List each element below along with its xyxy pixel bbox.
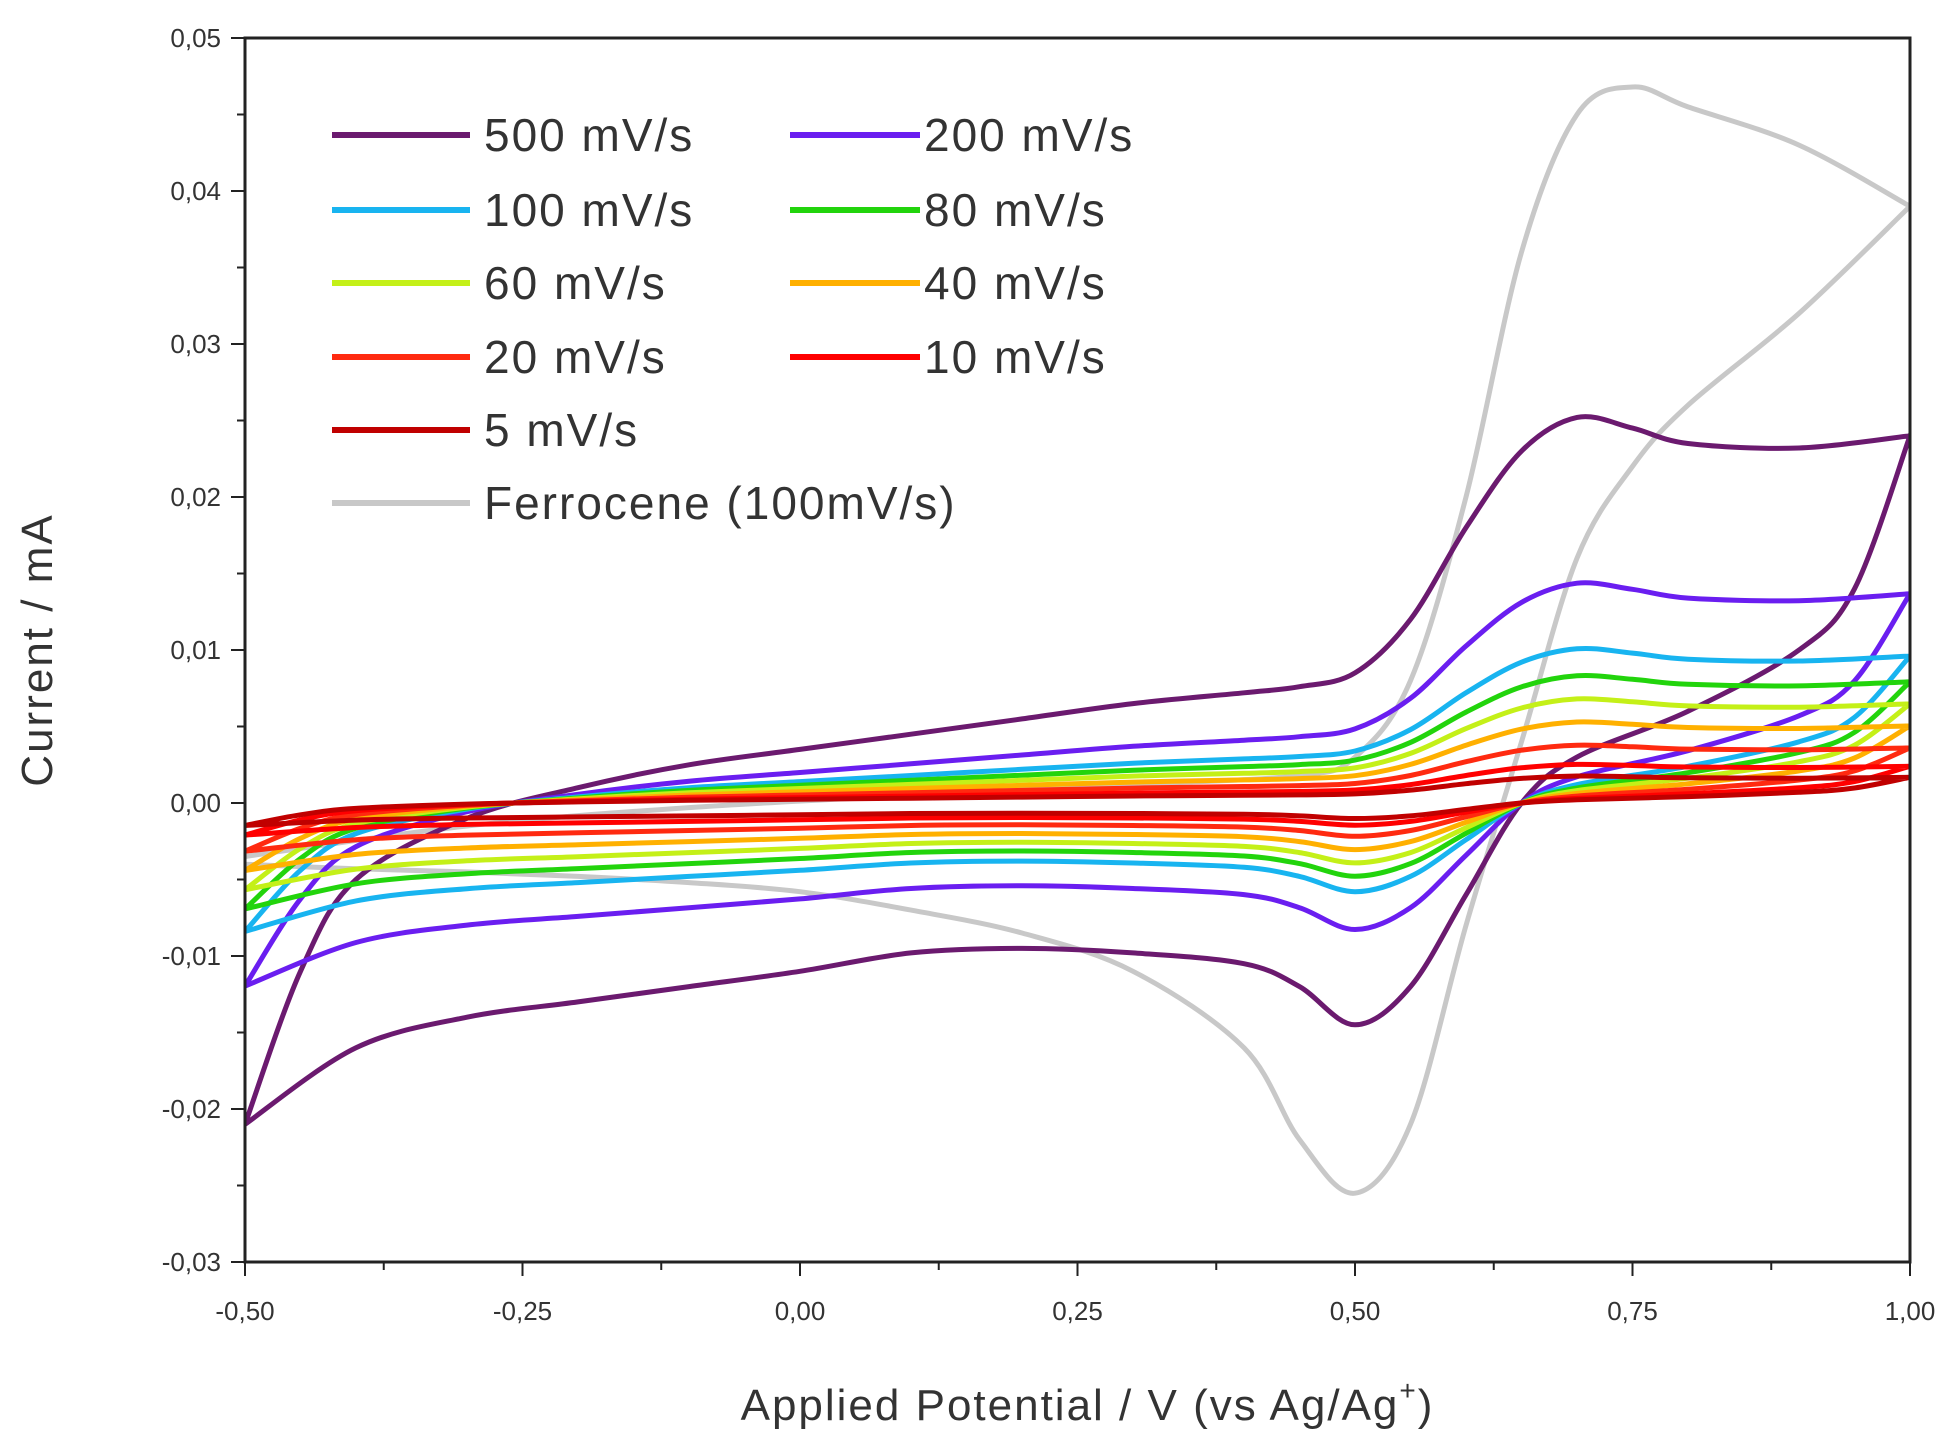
x-tick-label: 0,25: [1052, 1296, 1103, 1326]
x-tick-label: 1,00: [1885, 1296, 1936, 1326]
y-tick-label: 0,04: [170, 176, 221, 206]
series-line-100-mv-s: [245, 645, 1910, 934]
series-line-60-mv-s: [245, 696, 1910, 893]
series-line-40-mv-s: [245, 719, 1910, 873]
series-line-20-mv-s: [245, 742, 1910, 854]
x-tick-label: 0,50: [1330, 1296, 1381, 1326]
x-tick-label: 0,75: [1607, 1296, 1658, 1326]
legend-label-80-mv-s: 80 mV/s: [924, 184, 1107, 236]
legend: 500 mV/s 200 mV/s 100 mV/s 80 mV/s 60 mV/s 40…: [332, 109, 1134, 529]
x-tick-label: 0,00: [775, 1296, 826, 1326]
y-tick-label: -0,03: [162, 1247, 221, 1277]
legend-label-60-mv-s: 60 mV/s: [484, 257, 667, 309]
y-tick-label: 0,02: [170, 482, 221, 512]
y-tick-label: 0,00: [170, 788, 221, 818]
x-axis-title-end: ): [1418, 1381, 1435, 1430]
legend-label-10-mv-s: 10 mV/s: [924, 331, 1107, 383]
legend-label-ferrocene-100mv-s: Ferrocene (100mV/s): [484, 477, 957, 529]
series-line-5-mv-s: [245, 773, 1910, 828]
legend-label-5-mv-s: 5 mV/s: [484, 404, 639, 456]
series-group: [245, 84, 1910, 1196]
y-tick-label: -0,02: [162, 1094, 221, 1124]
x-tick-label: -0,25: [493, 1296, 552, 1326]
y-axis-title: Current / mA: [13, 513, 62, 786]
legend-label-40-mv-s: 40 mV/s: [924, 257, 1107, 309]
x-axis-title: Applied Potential / V (vs Ag/Ag+): [741, 1375, 1435, 1430]
x-tick-label: -0,50: [215, 1296, 274, 1326]
y-tick-label: 0,01: [170, 635, 221, 665]
x-axis-title-superscript: +: [1399, 1375, 1417, 1406]
series-line-200-mv-s: [245, 580, 1910, 989]
legend-label-200-mv-s: 200 mV/s: [924, 109, 1134, 161]
axes-layer: -0,50 -0,25 0,00 0,25 0,50 0,75 1,00 -0,03 -0,02…: [162, 23, 1936, 1326]
series-layer: [245, 84, 1910, 1196]
x-axis-title-main: Applied Potential / V (vs Ag/Ag: [741, 1381, 1400, 1430]
legend-label-20-mv-s: 20 mV/s: [484, 331, 667, 383]
y-tick-label: 0,03: [170, 329, 221, 359]
legend-label-500-mv-s: 500 mV/s: [484, 109, 694, 161]
series-line-500-mv-s: [245, 414, 1910, 1127]
y-tick-label: -0,01: [162, 941, 221, 971]
series-line-80-mv-s: [245, 673, 1910, 912]
y-tick-label: 0,05: [170, 23, 221, 53]
legend-label-100-mv-s: 100 mV/s: [484, 184, 694, 236]
